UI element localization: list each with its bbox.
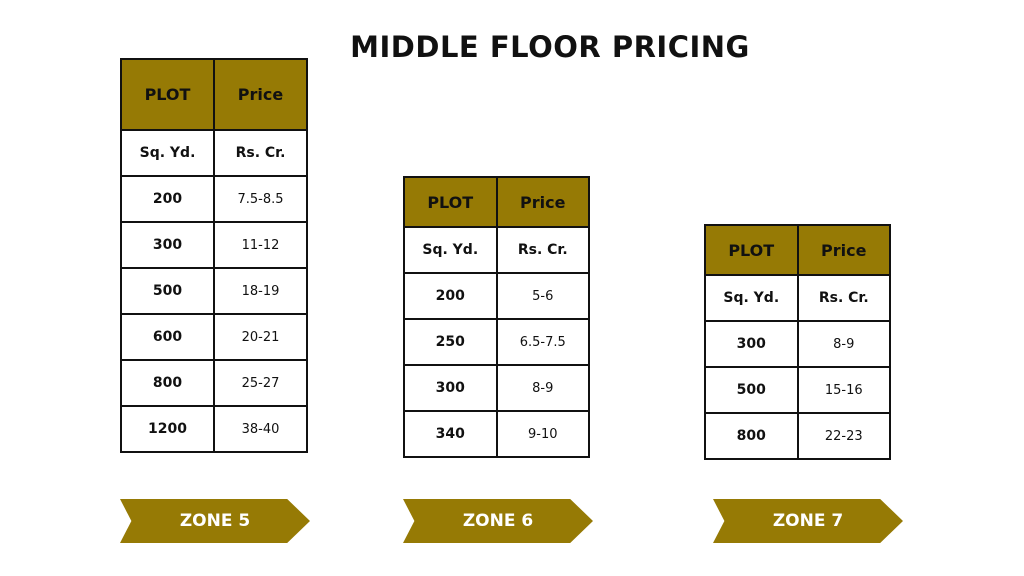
plot-size: 600 [120, 313, 215, 361]
price-range: 9-10 [495, 410, 590, 458]
price-range: 15-16 [796, 366, 891, 414]
header-price: Price [495, 176, 590, 228]
table-row: 800 25-27 [120, 359, 308, 407]
table-units-row: Sq. Yd. Rs. Cr. [704, 274, 891, 322]
price-range: 7.5-8.5 [213, 175, 308, 223]
table-row: 800 22-23 [704, 412, 891, 460]
header-price: Price [796, 224, 891, 276]
table-header-row: PLOT Price [704, 224, 891, 276]
plot-size: 250 [403, 318, 498, 366]
unit-rs-cr: Rs. Cr. [495, 226, 590, 274]
price-range: 25-27 [213, 359, 308, 407]
price-range: 8-9 [495, 364, 590, 412]
price-range: 5-6 [495, 272, 590, 320]
header-price: Price [213, 58, 308, 131]
table-row: 600 20-21 [120, 313, 308, 361]
table-header-row: PLOT Price [403, 176, 590, 228]
page-title: MIDDLE FLOOR PRICING [350, 30, 750, 64]
table-row: 500 15-16 [704, 366, 891, 414]
plot-size: 200 [403, 272, 498, 320]
zone-6-label: ZONE 6 [403, 499, 593, 543]
plot-size: 200 [120, 175, 215, 223]
unit-rs-cr: Rs. Cr. [796, 274, 891, 322]
price-range: 8-9 [796, 320, 891, 368]
plot-size: 500 [120, 267, 215, 315]
plot-size: 300 [120, 221, 215, 269]
plot-size: 340 [403, 410, 498, 458]
table-row: 300 11-12 [120, 221, 308, 269]
price-range: 20-21 [213, 313, 308, 361]
price-range: 11-12 [213, 221, 308, 269]
table-row: 340 9-10 [403, 410, 590, 458]
header-plot: PLOT [403, 176, 498, 228]
unit-sq-yd: Sq. Yd. [120, 129, 215, 177]
plot-size: 800 [704, 412, 799, 460]
zone-7-label: ZONE 7 [713, 499, 903, 543]
table-units-row: Sq. Yd. Rs. Cr. [403, 226, 590, 274]
price-range: 22-23 [796, 412, 891, 460]
table-header-row: PLOT Price [120, 58, 308, 131]
zone-6-pricing-table: PLOT Price Sq. Yd. Rs. Cr. 200 5-6 250 6… [403, 176, 590, 458]
price-range: 6.5-7.5 [495, 318, 590, 366]
table-row: 200 7.5-8.5 [120, 175, 308, 223]
table-row: 250 6.5-7.5 [403, 318, 590, 366]
table-row: 500 18-19 [120, 267, 308, 315]
zone-5-pricing-table: PLOT Price Sq. Yd. Rs. Cr. 200 7.5-8.5 3… [120, 58, 308, 453]
table-row: 300 8-9 [704, 320, 891, 368]
table-row: 300 8-9 [403, 364, 590, 412]
plot-size: 500 [704, 366, 799, 414]
plot-size: 300 [403, 364, 498, 412]
price-range: 18-19 [213, 267, 308, 315]
plot-size: 800 [120, 359, 215, 407]
header-plot: PLOT [120, 58, 215, 131]
table-row: 1200 38-40 [120, 405, 308, 453]
table-units-row: Sq. Yd. Rs. Cr. [120, 129, 308, 177]
unit-sq-yd: Sq. Yd. [704, 274, 799, 322]
unit-rs-cr: Rs. Cr. [213, 129, 308, 177]
table-row: 200 5-6 [403, 272, 590, 320]
price-range: 38-40 [213, 405, 308, 453]
zone-7-pricing-table: PLOT Price Sq. Yd. Rs. Cr. 300 8-9 500 1… [704, 224, 891, 460]
unit-sq-yd: Sq. Yd. [403, 226, 498, 274]
plot-size: 1200 [120, 405, 215, 453]
zone-5-label: ZONE 5 [120, 499, 310, 543]
header-plot: PLOT [704, 224, 799, 276]
plot-size: 300 [704, 320, 799, 368]
